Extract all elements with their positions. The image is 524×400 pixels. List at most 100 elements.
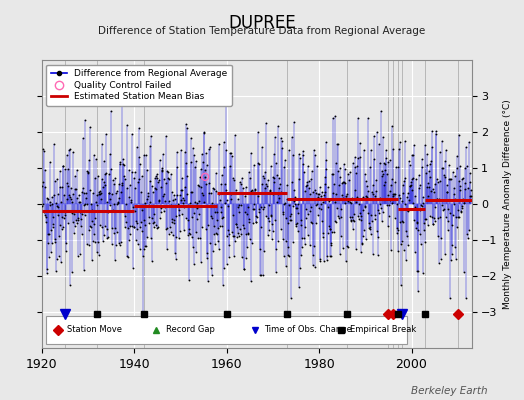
Point	[458, 176, 466, 182]
Point	[97, 190, 105, 196]
Point	[334, 168, 343, 174]
Point	[168, 218, 177, 225]
Point	[85, 242, 93, 248]
Point	[461, 180, 469, 186]
Point	[158, 164, 166, 171]
Point	[406, 183, 414, 190]
Point	[200, 130, 208, 136]
Point	[130, 175, 138, 182]
Point	[390, 190, 398, 197]
Point	[380, 167, 389, 173]
Point	[109, 177, 117, 184]
Point	[122, 219, 130, 226]
Point	[61, 212, 69, 218]
Point	[212, 188, 221, 194]
Point	[159, 176, 168, 183]
Point	[462, 294, 470, 301]
Point	[443, 189, 452, 196]
Point	[375, 194, 384, 201]
Point	[73, 220, 82, 226]
Point	[307, 203, 315, 210]
Point	[248, 187, 256, 193]
Point	[160, 208, 168, 214]
Point	[193, 216, 202, 222]
Point	[309, 189, 318, 196]
Point	[385, 157, 394, 164]
Point	[102, 131, 111, 138]
Point	[69, 218, 77, 225]
Point	[86, 224, 95, 230]
Point	[323, 257, 331, 264]
Point	[241, 209, 249, 215]
Point	[248, 206, 257, 212]
Point	[274, 238, 282, 244]
Point	[379, 182, 388, 188]
Point	[104, 208, 112, 215]
Point	[323, 253, 331, 260]
Point	[150, 175, 159, 182]
Point	[244, 204, 252, 210]
Point	[183, 190, 191, 197]
Point	[179, 197, 188, 204]
Point	[59, 163, 67, 170]
Point	[130, 208, 139, 215]
Point	[451, 244, 459, 250]
Point	[135, 154, 144, 160]
Point	[331, 113, 340, 119]
Point	[136, 246, 144, 252]
Point	[277, 188, 285, 195]
Point	[363, 183, 372, 189]
Point	[339, 179, 347, 185]
Point	[409, 200, 417, 206]
Point	[290, 118, 298, 125]
Point	[311, 152, 319, 159]
Point	[335, 181, 343, 188]
Point	[216, 204, 225, 210]
Point	[309, 262, 317, 268]
Point	[378, 133, 387, 140]
Point	[44, 196, 52, 202]
Point	[417, 155, 425, 162]
Point	[332, 191, 340, 197]
Point	[322, 166, 330, 172]
Point	[353, 163, 362, 170]
Point	[108, 207, 117, 213]
Point	[383, 202, 391, 208]
Point	[257, 224, 265, 230]
Point	[106, 150, 114, 157]
Point	[224, 227, 233, 233]
Point	[57, 214, 66, 220]
Point	[66, 282, 74, 289]
Point	[60, 166, 69, 172]
Point	[383, 170, 391, 177]
Point	[265, 202, 274, 209]
Point	[200, 129, 208, 136]
Point	[411, 224, 420, 231]
Point	[332, 219, 341, 225]
Point	[231, 238, 239, 245]
Point	[314, 212, 323, 219]
Point	[326, 253, 334, 259]
Point	[118, 180, 126, 187]
Point	[89, 238, 97, 244]
Point	[335, 215, 343, 222]
Point	[155, 177, 163, 183]
Point	[116, 242, 125, 248]
Point	[324, 204, 332, 211]
Point	[372, 188, 380, 195]
Point	[278, 209, 287, 215]
Point	[180, 204, 189, 210]
Point	[366, 226, 374, 232]
Point	[137, 188, 146, 195]
Point	[448, 251, 456, 258]
Point	[305, 178, 313, 184]
Point	[376, 160, 385, 166]
Point	[197, 184, 205, 190]
Point	[305, 191, 314, 197]
Point	[194, 211, 203, 217]
Point	[142, 242, 150, 249]
Point	[296, 176, 304, 182]
Point	[81, 212, 89, 218]
Point	[214, 246, 223, 252]
Point	[414, 185, 423, 191]
